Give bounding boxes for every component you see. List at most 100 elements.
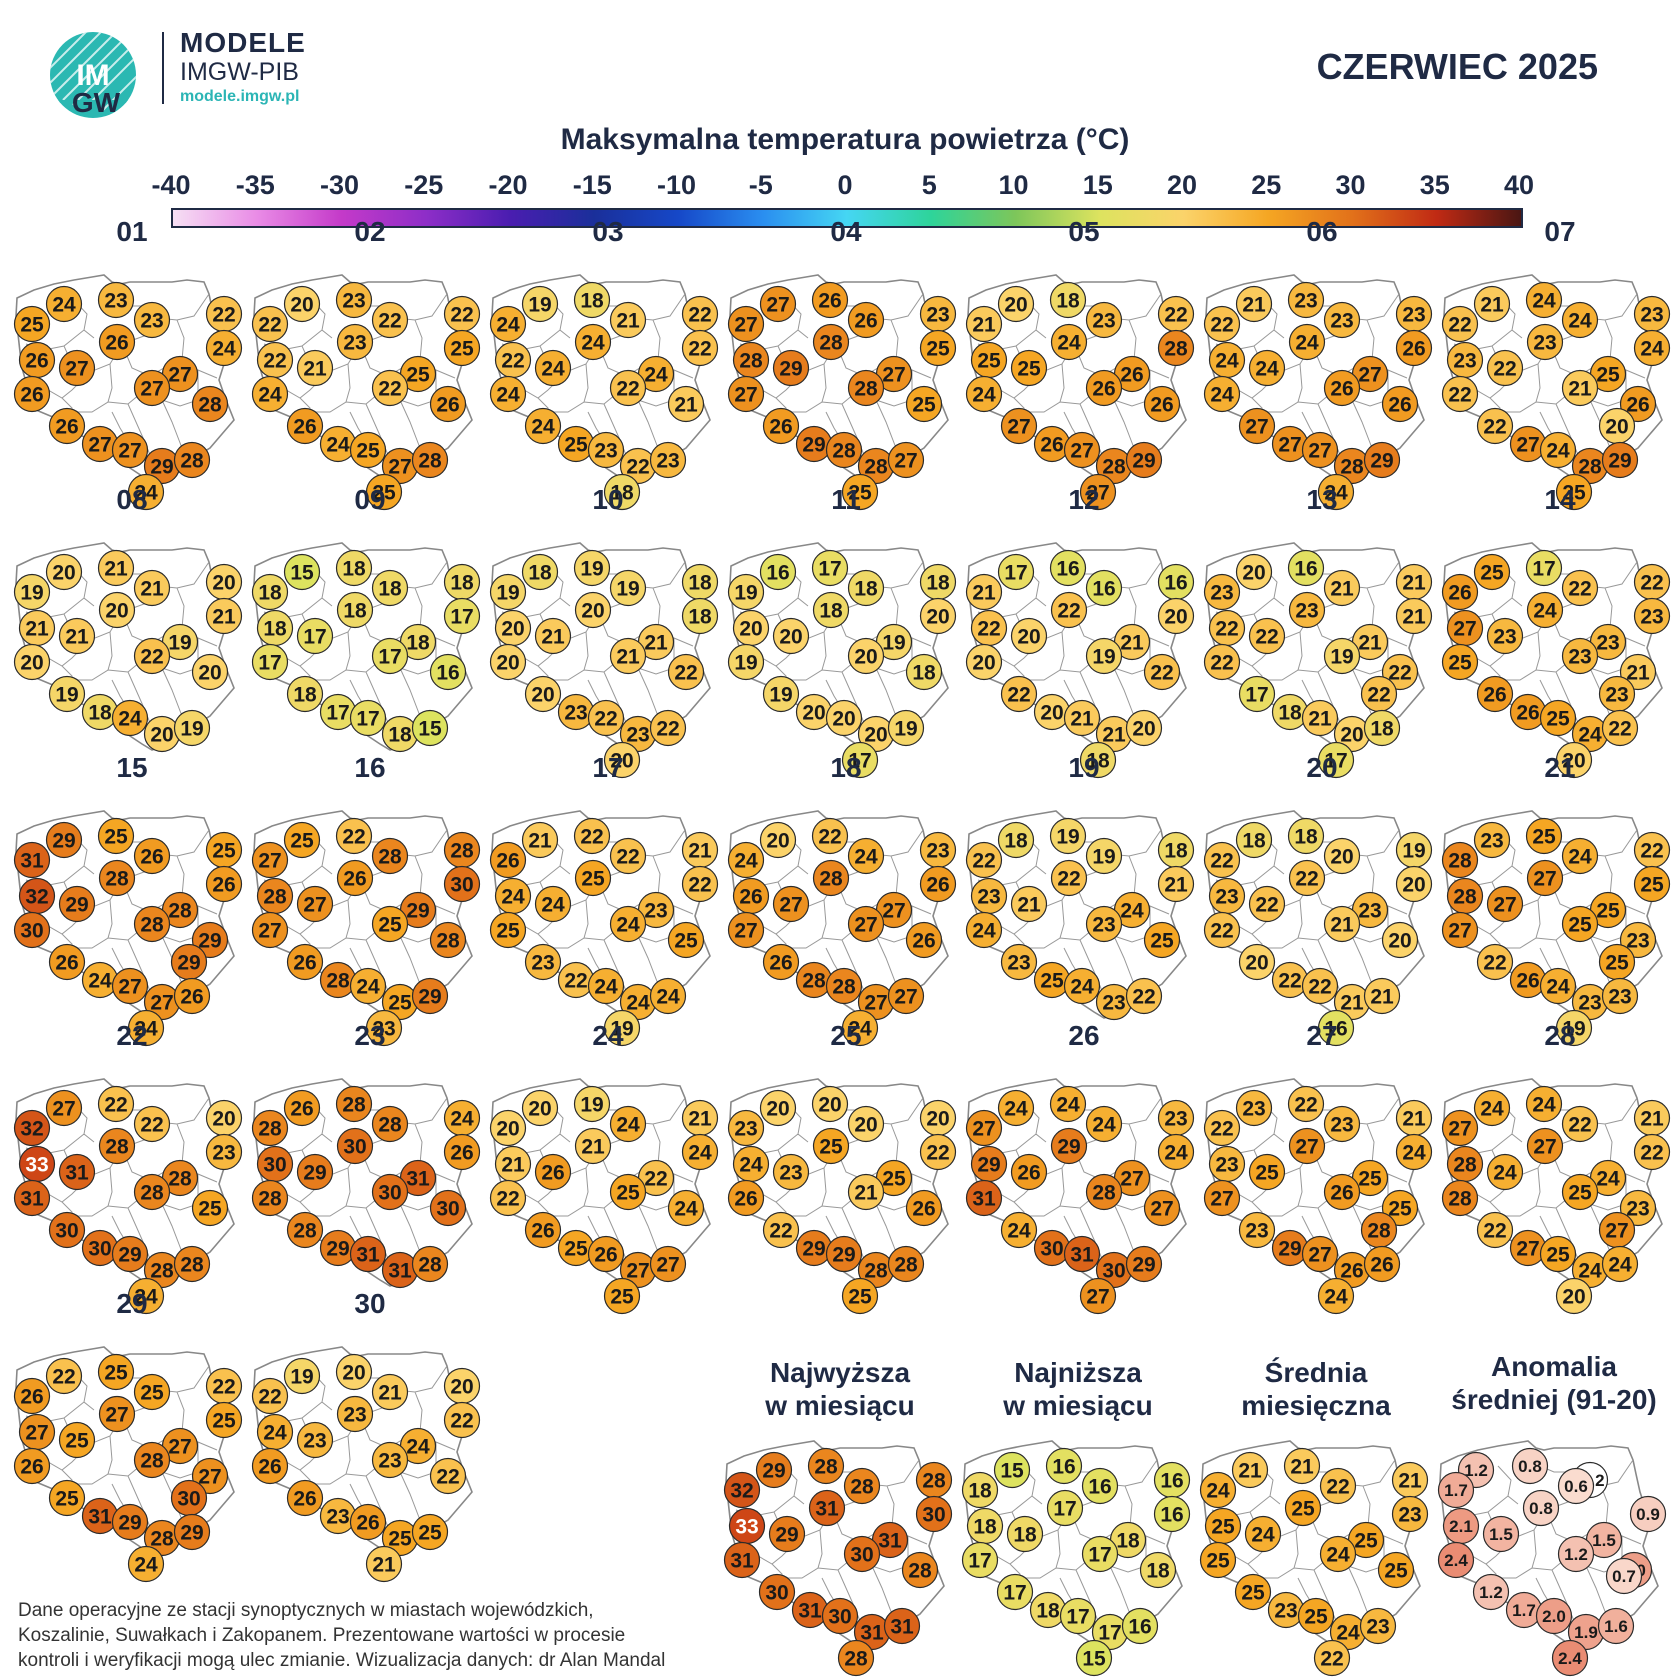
station-value: 22	[1640, 572, 1663, 595]
station-value: 24	[1532, 290, 1556, 313]
station-value: 29	[118, 1512, 141, 1535]
station-value: 19	[1330, 646, 1353, 669]
station-marker	[1555, 1009, 1593, 1047]
station-value: 22	[496, 1188, 519, 1211]
station-value: 25	[406, 364, 430, 387]
day-title: 16	[354, 752, 386, 783]
station-value: 20	[1340, 724, 1363, 747]
station-value: 26	[1626, 394, 1649, 417]
station-value: 16	[1294, 558, 1317, 581]
station-value: 24	[1255, 358, 1279, 381]
station-value: 20	[802, 702, 825, 725]
station-value: 18	[258, 582, 282, 605]
station-value: 22	[212, 1376, 235, 1399]
station-value: 28	[168, 900, 192, 923]
station-marker	[1079, 741, 1117, 779]
day-title: 06	[1306, 216, 1338, 247]
day-title: 12	[1068, 484, 1100, 515]
station-value: 17	[258, 652, 281, 675]
station-marker	[173, 1245, 211, 1283]
station-value: 27	[626, 1260, 649, 1283]
station-value: 28	[1092, 1182, 1116, 1205]
station-marker	[1555, 473, 1593, 511]
station-marker	[887, 709, 925, 747]
station-value: 25	[104, 1362, 128, 1385]
station-value: 20	[1245, 952, 1268, 975]
station-marker	[534, 349, 572, 387]
station-value: 27	[88, 434, 111, 457]
station-marker	[847, 569, 885, 607]
station-value: 22	[140, 646, 163, 669]
station-value: 24	[656, 986, 680, 1009]
station-marker	[133, 637, 171, 675]
station-value: 22	[1568, 1114, 1591, 1137]
station-value: 27	[198, 1466, 221, 1489]
station-marker	[825, 431, 863, 469]
station-marker	[1476, 407, 1514, 445]
station-marker	[1476, 675, 1514, 713]
station-marker	[45, 285, 83, 323]
scale-tick-label: 30	[1335, 170, 1366, 200]
station-value: 26	[1402, 338, 1425, 361]
station-marker	[13, 643, 51, 681]
station-value: 19	[20, 582, 43, 605]
station-value: 28	[1340, 456, 1364, 479]
station-marker	[111, 967, 149, 1005]
station-value: 31	[798, 1600, 822, 1623]
station-value: 18	[580, 290, 604, 313]
station-value: 16	[766, 562, 789, 585]
station-marker	[98, 1127, 136, 1165]
station-value: 1.7	[1512, 1601, 1536, 1620]
station-value: 31	[20, 1188, 44, 1211]
station-value: 23	[564, 702, 587, 725]
station-value: 26	[290, 1098, 313, 1121]
station-marker	[727, 841, 765, 879]
day-title: 20	[1306, 752, 1338, 783]
station-value: 28	[1164, 338, 1188, 361]
station-value: 26	[531, 1220, 554, 1243]
station-value: 31	[356, 1244, 380, 1267]
station-value: 22	[450, 1410, 473, 1433]
station-value: 22	[616, 378, 639, 401]
station-marker	[1000, 407, 1038, 445]
station-value: 29	[180, 1522, 203, 1545]
station-marker	[997, 821, 1035, 859]
station-marker	[1633, 865, 1671, 903]
station-value: 16	[1324, 1018, 1347, 1041]
brand-url[interactable]: modele.imgw.pl	[180, 88, 300, 105]
station-marker	[1248, 885, 1286, 923]
station-value: 20	[496, 1118, 519, 1141]
station-marker	[205, 597, 243, 635]
station-value: 18	[378, 578, 402, 601]
station-value: 22	[104, 1094, 127, 1117]
station-value: 27	[1533, 1136, 1556, 1159]
scale-tick-label: 10	[998, 170, 1029, 200]
station-value: 20	[198, 662, 221, 685]
station-value: 25	[378, 914, 402, 937]
station-value: 24	[734, 850, 758, 873]
station-value: 25	[1448, 652, 1472, 675]
station-value: 29	[177, 952, 200, 975]
station-value: 18	[968, 1480, 992, 1503]
station-marker	[1441, 573, 1479, 611]
station-value: 2.4	[1558, 1649, 1582, 1668]
station-value: 28	[908, 1560, 932, 1583]
station-value: 28	[1453, 886, 1477, 909]
station-value: 24	[1092, 1114, 1116, 1137]
station-value: 28	[1448, 1188, 1472, 1211]
station-value: 28	[105, 868, 129, 891]
station-value: 25	[418, 1522, 442, 1545]
station-marker	[603, 473, 641, 511]
station-value: 15	[418, 718, 442, 741]
station-value: 29	[118, 1244, 141, 1267]
station-marker	[681, 865, 719, 903]
station-marker	[98, 591, 136, 629]
station-marker	[574, 323, 612, 361]
station-marker	[1473, 285, 1511, 323]
station-marker	[336, 591, 374, 629]
station-value: 21	[644, 632, 668, 655]
station-marker	[1633, 597, 1671, 635]
station-value: 27	[779, 894, 802, 917]
station-value: 21	[688, 1108, 712, 1131]
station-value: 30	[88, 1238, 111, 1261]
